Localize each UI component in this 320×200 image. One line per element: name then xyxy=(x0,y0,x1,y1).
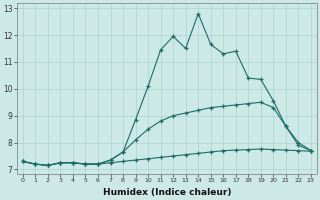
X-axis label: Humidex (Indice chaleur): Humidex (Indice chaleur) xyxy=(103,188,231,197)
